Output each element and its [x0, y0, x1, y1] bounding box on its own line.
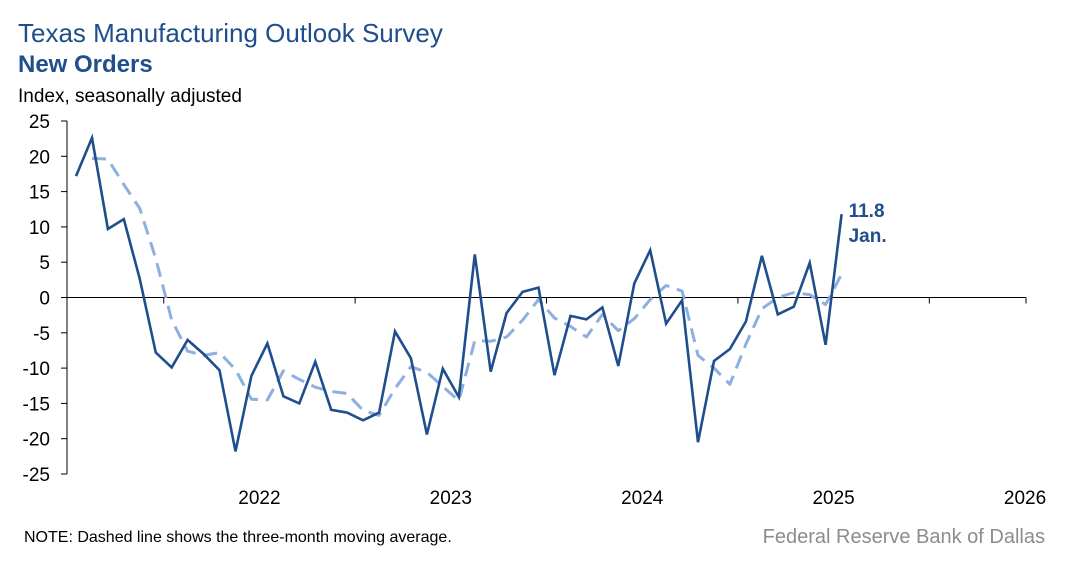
y-tick-label: -15 [23, 394, 50, 415]
y-tick-label: 5 [39, 253, 50, 274]
annotation-value: 11.8 [849, 201, 885, 222]
y-tick-label: 15 [29, 183, 50, 204]
y-axis-label: Index, seasonally adjusted [18, 86, 242, 107]
y-tick-label: -10 [23, 359, 50, 380]
y-tick-label: 0 [39, 289, 50, 310]
y-tick-label: -5 [33, 324, 50, 345]
chart-subtitle: New Orders [18, 51, 153, 78]
x-tick-label: 2026 [1004, 488, 1046, 509]
x-tick-label: 2023 [430, 488, 472, 509]
y-tick-label: -20 [23, 430, 50, 451]
y-tick-label: 25 [29, 112, 50, 133]
source-credit: Federal Reserve Bank of Dallas [762, 526, 1045, 548]
y-tick-label: 20 [29, 147, 50, 168]
x-tick-label: 2025 [812, 488, 854, 509]
x-tick-label: 2024 [621, 488, 664, 509]
annotation-label: Jan. [849, 226, 887, 247]
y-tick-label: 10 [29, 218, 50, 239]
y-tick-label: -25 [23, 465, 50, 486]
chart-note: NOTE: Dashed line shows the three-month … [24, 529, 452, 546]
series-new-orders-line [74, 133, 843, 452]
series-moving-average-line [91, 156, 843, 417]
x-tick-label: 2022 [238, 488, 280, 509]
chart-title: Texas Manufacturing Outlook Survey [18, 18, 443, 48]
